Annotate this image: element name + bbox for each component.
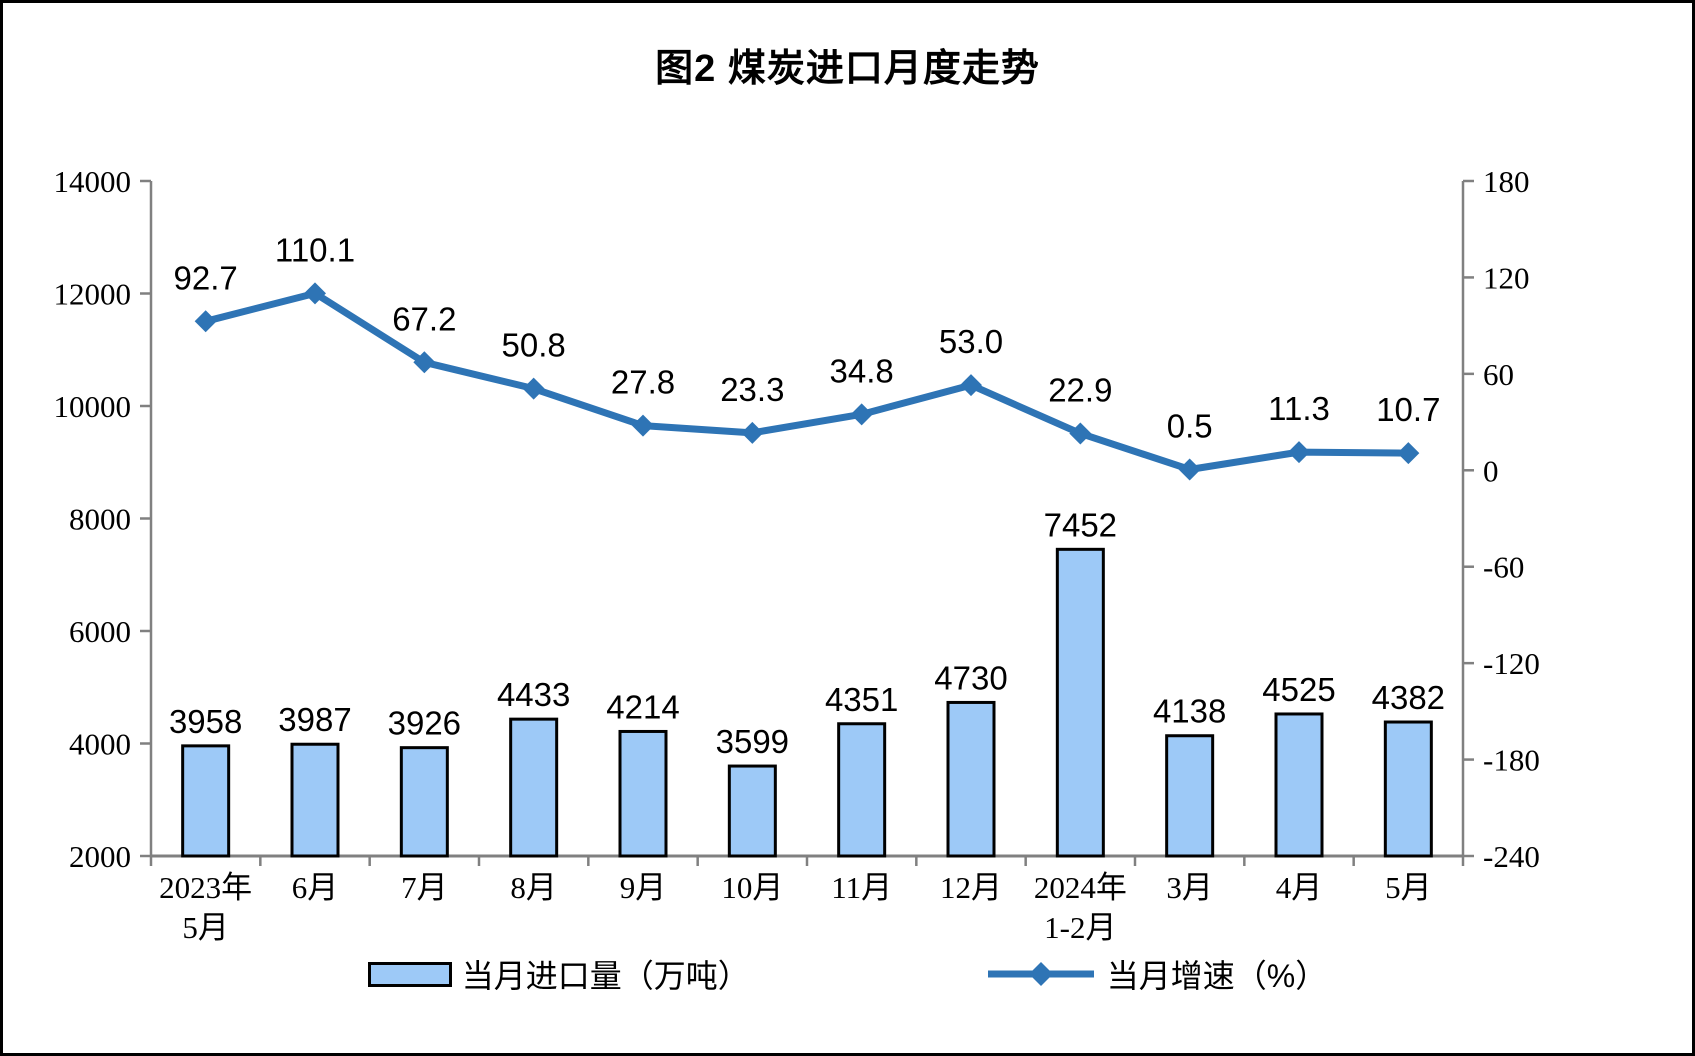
line-marker-diamond-icon bbox=[304, 282, 326, 305]
bar-value-label: 4525 bbox=[1262, 671, 1335, 708]
line-value-label: 23.3 bbox=[720, 371, 784, 408]
bar-0 bbox=[181, 744, 231, 858]
bar-6 bbox=[837, 722, 887, 858]
y-axis-right-tick-label: 180 bbox=[1483, 164, 1530, 199]
y-axis-right-tick-label: -180 bbox=[1483, 743, 1540, 778]
bar-10 bbox=[1274, 712, 1324, 858]
legend-label-import-volume: 当月进口量（万吨） bbox=[461, 958, 750, 994]
line-marker-diamond-icon bbox=[194, 310, 217, 333]
line-marker-diamond-icon bbox=[522, 377, 545, 400]
bar-2 bbox=[399, 746, 449, 858]
combo-chart-plot: 2000 4000 6000 8000 10000 12000 14000 -240 -180 -… bbox=[54, 164, 1540, 945]
bar-value-label: 3987 bbox=[278, 701, 351, 738]
line-value-label: 53.0 bbox=[939, 323, 1003, 360]
x-axis-category-label: 11月 bbox=[831, 870, 892, 905]
y-axis-right-tick-label: 60 bbox=[1483, 357, 1514, 392]
line-value-label: 22.9 bbox=[1048, 371, 1112, 408]
x-axis-category-label: 2023年 bbox=[159, 870, 252, 905]
y-axis-right-tick-label: -60 bbox=[1483, 550, 1524, 585]
y-axis-right-tick-label: 0 bbox=[1483, 453, 1499, 488]
y-axis-left-tick-label: 14000 bbox=[54, 164, 132, 199]
y-axis-left-tick-label: 10000 bbox=[54, 389, 132, 424]
legend-item-import-volume: 当月进口量（万吨） bbox=[367, 951, 750, 997]
line-marker-diamond-icon bbox=[1069, 422, 1092, 445]
line-swatch-diamond-icon bbox=[1028, 962, 1053, 986]
line-value-label: 10.7 bbox=[1376, 391, 1440, 428]
y-axis-right-tick-label: -240 bbox=[1483, 839, 1540, 874]
line-value-label: 11.3 bbox=[1268, 390, 1330, 427]
line-marker-diamond-icon bbox=[741, 421, 764, 444]
line-value-label: 92.7 bbox=[174, 259, 238, 296]
bar-series-swatch bbox=[367, 961, 452, 987]
y-axis-right-tick-label: 120 bbox=[1483, 260, 1530, 295]
bar-value-label: 4730 bbox=[934, 659, 1007, 696]
bar-value-label: 4382 bbox=[1372, 679, 1445, 716]
x-axis-category-label: 9月 bbox=[620, 870, 667, 905]
y-axis-left-tick-label: 12000 bbox=[54, 277, 132, 312]
x-axis-category-label: 2024年 bbox=[1034, 870, 1127, 905]
x-axis-category-label: 5月 bbox=[182, 910, 229, 945]
x-axis-category-label: 1-2月 bbox=[1044, 910, 1116, 945]
x-axis-category-label: 8月 bbox=[510, 870, 557, 905]
bar-value-label: 4351 bbox=[825, 681, 898, 718]
legend-item-growth-rate: 当月增速（%） bbox=[985, 951, 1327, 997]
x-axis-category-label: 3月 bbox=[1166, 870, 1213, 905]
line-value-label: 67.2 bbox=[392, 300, 456, 337]
bar-8 bbox=[1055, 547, 1105, 858]
bar-11 bbox=[1383, 720, 1433, 858]
x-axis-category-label: 5月 bbox=[1385, 870, 1432, 905]
chart-legend: 当月进口量（万吨） 当月增速（%） bbox=[3, 951, 1692, 997]
line-marker-diamond-icon bbox=[960, 374, 982, 397]
line-series-swatch bbox=[987, 962, 1094, 986]
line-marker-diamond-icon bbox=[632, 414, 654, 437]
bar-value-label: 3958 bbox=[169, 703, 242, 740]
bar-4 bbox=[618, 729, 668, 858]
bar-value-label: 3926 bbox=[388, 705, 461, 742]
line-marker-diamond-icon bbox=[1288, 441, 1310, 464]
legend-label-growth-rate: 当月增速（%） bbox=[1106, 958, 1328, 994]
x-axis-category-label: 12月 bbox=[940, 870, 1002, 905]
bar-7 bbox=[946, 700, 996, 858]
y-axis-left-tick-label: 8000 bbox=[69, 502, 131, 537]
line-marker-diamond-icon bbox=[1397, 442, 1420, 465]
bar-1 bbox=[290, 742, 340, 858]
line-marker-diamond-icon bbox=[850, 403, 873, 426]
x-axis-category-label: 7月 bbox=[401, 870, 448, 905]
bar-value-label: 3599 bbox=[716, 723, 789, 760]
y-axis-left-tick-label: 2000 bbox=[69, 839, 131, 874]
line-value-label: 50.8 bbox=[502, 327, 566, 364]
line-value-label: 110.1 bbox=[275, 231, 355, 268]
bar-value-label: 4214 bbox=[606, 688, 679, 725]
x-axis-category-label: 6月 bbox=[292, 870, 339, 905]
line-value-label: 0.5 bbox=[1167, 407, 1213, 444]
y-axis-right-tick-label: -120 bbox=[1483, 646, 1540, 681]
x-axis-category-label: 4月 bbox=[1276, 870, 1323, 905]
line-value-label: 27.8 bbox=[611, 364, 675, 401]
bar-3 bbox=[509, 717, 559, 858]
bar-value-label: 4138 bbox=[1153, 693, 1226, 730]
line-marker-diamond-icon bbox=[413, 351, 436, 374]
bar-value-label: 4433 bbox=[497, 676, 570, 713]
y-axis-left-tick-label: 4000 bbox=[69, 727, 131, 762]
line-marker-diamond-icon bbox=[1178, 458, 1201, 481]
growth-line bbox=[202, 289, 1412, 473]
chart-title: 图2 煤炭进口月度走势 bbox=[655, 48, 1040, 90]
x-axis-category-label: 10月 bbox=[721, 870, 783, 905]
bar-9 bbox=[1165, 734, 1215, 858]
bar-value-label: 7452 bbox=[1044, 506, 1117, 543]
bar-5 bbox=[727, 764, 777, 858]
line-value-label: 34.8 bbox=[830, 352, 894, 389]
y-axis-left-tick-label: 6000 bbox=[69, 614, 131, 649]
